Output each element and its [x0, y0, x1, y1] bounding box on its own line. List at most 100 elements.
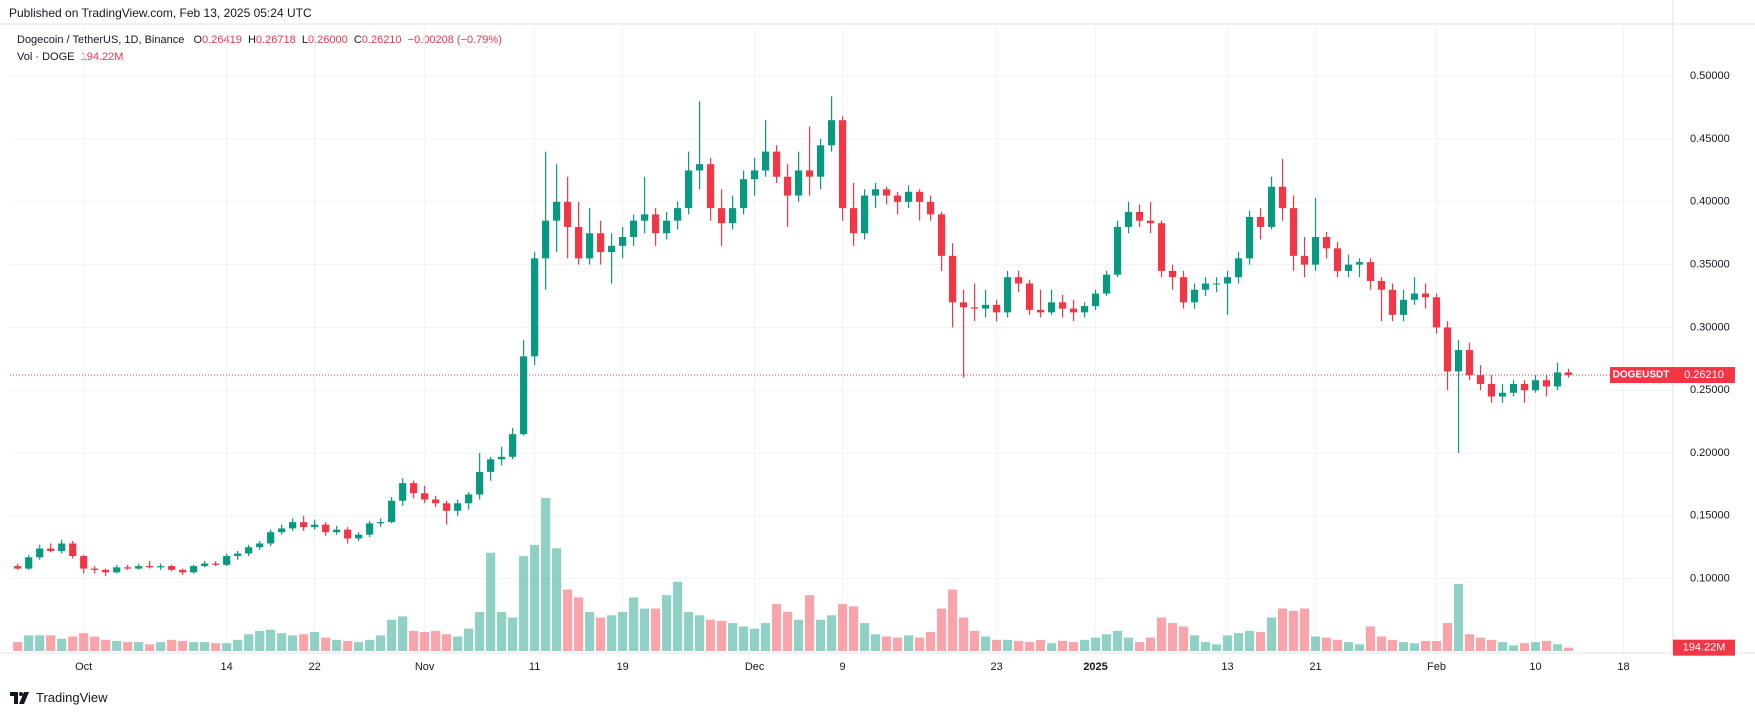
volume-bar: [761, 623, 771, 651]
volume-bar: [24, 635, 34, 651]
candle-body: [1091, 293, 1100, 307]
volume-bar: [1222, 635, 1233, 651]
candle-body: [564, 201, 572, 227]
candle-body: [454, 503, 462, 511]
candle-body: [1223, 277, 1232, 284]
volume-bar: [925, 632, 936, 651]
candle-body: [652, 214, 660, 234]
candle-body: [860, 195, 869, 234]
candle-body: [432, 499, 440, 504]
candle-body: [498, 456, 506, 460]
volume-bar: [244, 634, 254, 651]
volume-bar: [1288, 610, 1299, 651]
candle-body: [47, 548, 55, 552]
candle-body: [817, 145, 825, 177]
volume-bar: [947, 589, 958, 651]
y-tick-label: 0.30000: [1690, 321, 1730, 333]
volume-bar: [662, 595, 672, 651]
ohlc-key: C: [353, 34, 362, 46]
price-tag: [1673, 367, 1735, 384]
candle-body: [256, 543, 264, 548]
candle-body: [1410, 293, 1419, 300]
candle-body: [795, 170, 803, 196]
volume-bar: [299, 634, 309, 651]
symbol-label: DOGEUSDT: [1613, 370, 1670, 381]
volume-bar: [464, 628, 474, 651]
volume-bar: [1200, 642, 1211, 651]
x-tick-label: 23: [990, 661, 1002, 673]
candle-body: [157, 566, 165, 568]
volume-bar: [827, 615, 837, 651]
volume-bar: [1563, 647, 1574, 651]
x-tick-label: 21: [1309, 661, 1321, 673]
volume-bar: [969, 630, 980, 651]
volume-bar: [1156, 617, 1167, 651]
volume-bar: [1123, 637, 1134, 651]
candle-body: [234, 553, 242, 557]
candle-body: [1267, 186, 1276, 227]
change: −0.00208 (−0.79%): [407, 34, 502, 46]
candle-body: [1179, 277, 1188, 303]
volume-bar: [343, 640, 353, 651]
volume-bar: [1321, 637, 1332, 651]
volume-bar: [156, 642, 166, 651]
candle-body: [784, 176, 792, 196]
x-tick-label: 14: [221, 661, 233, 673]
candle-body: [1542, 380, 1551, 387]
volume-bar: [1310, 636, 1321, 651]
brand-logo: [10, 691, 29, 704]
x-tick-label: 19: [617, 661, 629, 673]
candle-body: [948, 255, 957, 303]
candle-body: [146, 566, 154, 568]
volume-bar: [585, 611, 595, 651]
candle-body: [773, 151, 781, 177]
volume-bar: [739, 626, 749, 651]
candle-body: [289, 522, 297, 529]
volume-bar: [1068, 642, 1079, 651]
volume-bar: [706, 619, 716, 651]
volume-bar: [1420, 640, 1431, 651]
volume-bar: [266, 629, 276, 651]
candle-body: [1487, 383, 1496, 397]
candle-body: [1564, 372, 1573, 376]
candle-body: [58, 543, 66, 552]
volume-bar: [57, 638, 67, 651]
volume-legend: Vol · DOGE 194.22M: [17, 51, 123, 63]
volume-bars: [13, 498, 1574, 651]
volume-bar: [673, 581, 683, 651]
volume-bar: [420, 632, 430, 651]
x-tick-label: 18: [1617, 661, 1629, 673]
candle-body: [465, 494, 473, 504]
candle-body: [926, 201, 935, 215]
volume-bar: [1079, 639, 1090, 651]
volume-bar: [167, 639, 177, 651]
volume-bar: [387, 619, 397, 651]
y-tick-label: 0.20000: [1690, 447, 1730, 459]
ohlc-value: 0.26000: [307, 34, 348, 46]
x-tick-label: Dec: [745, 661, 765, 673]
candle-body: [674, 208, 682, 221]
symbol-tag: [1610, 367, 1673, 384]
candle-body: [212, 563, 220, 565]
candle-body: [806, 170, 814, 177]
candle-body: [1399, 299, 1408, 315]
candle-body: [36, 548, 44, 558]
y-tick-label: 0.15000: [1690, 510, 1730, 522]
volume-bar: [1354, 644, 1365, 651]
volume-bar: [145, 644, 155, 651]
candle-body: [69, 543, 77, 557]
volume-bar: [629, 597, 639, 651]
volume-bar: [1112, 630, 1123, 651]
candle-body: [399, 483, 407, 501]
volume-bar: [695, 615, 705, 651]
volume-bar: [684, 611, 694, 651]
ohlc-key: O: [193, 34, 203, 46]
candle-body: [915, 191, 924, 202]
volume-bar: [596, 617, 606, 651]
volume-bar: [442, 634, 452, 651]
volume-bar: [46, 635, 56, 651]
volume-bar: [805, 595, 815, 651]
candle-body: [1421, 293, 1430, 298]
candle-body: [388, 500, 396, 523]
volume-bar: [1211, 644, 1222, 651]
